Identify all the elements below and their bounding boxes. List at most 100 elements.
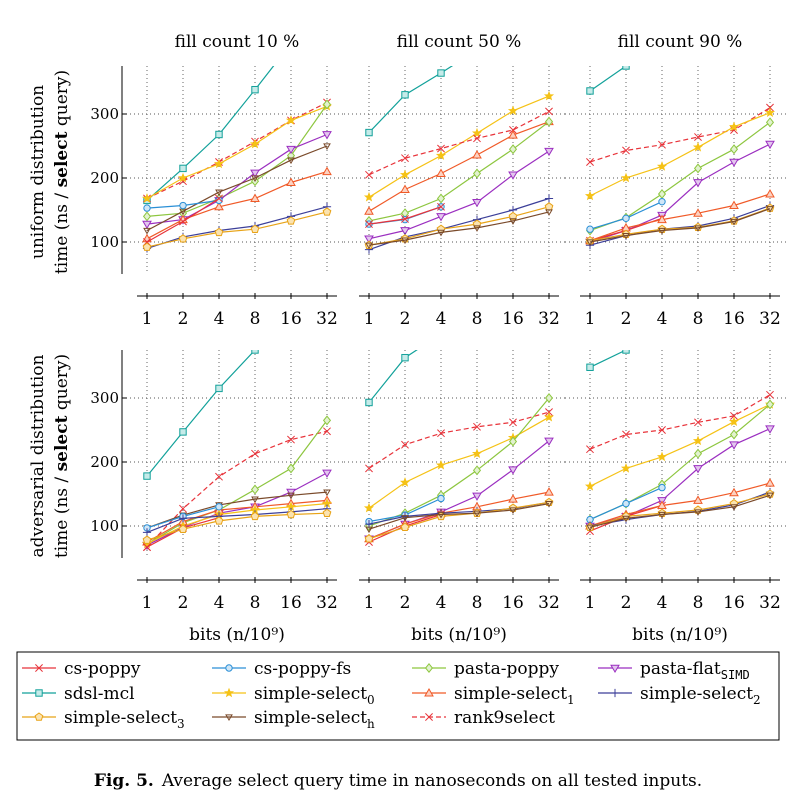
chart-panels: 100 200 300 1 2 4 8 16 32 1 2 4 8 16 32 1 2 4 8 16 32 100 200 3… [90, 66, 788, 613]
data-point [251, 449, 259, 458]
data-point [365, 128, 373, 137]
data-point [545, 107, 553, 116]
series-line-simple_select1 [368, 121, 550, 212]
series-line-simple_select1 [146, 171, 328, 240]
data-point [765, 140, 775, 150]
data-point [658, 511, 666, 519]
x-tick-label: 16 [280, 593, 302, 613]
legend-text: simple-select [254, 684, 367, 704]
series-line-simple_select0 [589, 403, 771, 487]
data-point [365, 398, 373, 407]
data-point [400, 227, 410, 236]
y-tick-label: 200 [90, 169, 119, 187]
legend-subscript: 2 [753, 693, 761, 707]
data-point [472, 199, 482, 208]
data-point [322, 415, 332, 426]
data-point [179, 217, 187, 226]
legend-item: rank9select [412, 708, 555, 728]
x-tick-label: 2 [178, 309, 189, 329]
data-point [586, 445, 594, 454]
x-tick-label: 1 [585, 593, 596, 613]
series-line-simple_select3 [368, 501, 550, 540]
data-point [586, 524, 594, 532]
data-point [250, 511, 260, 521]
data-point [437, 202, 445, 211]
caption-label: Fig. 5. [94, 771, 154, 791]
y-label-line1: uniform distribution [28, 85, 48, 259]
data-point [508, 171, 518, 180]
data-point [214, 227, 224, 237]
legend-item: cs-poppy-fs [212, 659, 351, 679]
data-point [694, 225, 702, 232]
x-tick-label: 2 [178, 593, 189, 613]
legend-item: cs-poppy [22, 659, 141, 679]
data-point [658, 227, 666, 235]
data-point [142, 242, 152, 251]
data-point [693, 448, 703, 459]
data-point [545, 501, 553, 508]
data-point [729, 429, 739, 440]
legend-subscript: 0 [367, 693, 375, 707]
data-point [658, 426, 666, 434]
x-tick-label: 8 [250, 593, 261, 613]
series-line-rank9select [589, 394, 771, 450]
series-line-sdsl_mcl [589, 66, 627, 92]
series-line-simple_selecth [368, 503, 550, 530]
data-point [508, 211, 518, 221]
data-point [365, 220, 373, 229]
data-point [728, 121, 740, 132]
data-point [179, 504, 187, 513]
data-point [693, 495, 703, 504]
data-point [215, 503, 223, 511]
series-group [363, 66, 555, 254]
legend-marker [34, 712, 44, 721]
data-point [400, 522, 410, 532]
legend-text: rank9select [454, 708, 555, 728]
data-point [586, 363, 594, 371]
data-point [586, 239, 594, 246]
x-tick-label: 1 [142, 309, 153, 329]
column-title: fill count 10 % [175, 32, 300, 52]
data-point [544, 147, 554, 157]
data-point [765, 188, 775, 198]
x-axis-labels: bits (n/10⁹) bits (n/10⁹) bits (n/10⁹) [189, 625, 728, 645]
data-point [286, 177, 296, 186]
y-tick-label: 100 [90, 233, 119, 251]
series-line-simple_select2 [146, 508, 328, 533]
data-point [287, 157, 295, 165]
legend-item: simple-selecth [212, 708, 375, 731]
data-point [622, 350, 630, 354]
x-axis-title: bits (n/10⁹) [632, 625, 728, 645]
data-point [730, 218, 738, 226]
legend-label: simple-select0 [254, 684, 375, 707]
legend-subscript: 1 [567, 693, 575, 707]
data-point [178, 234, 188, 243]
data-point [177, 172, 189, 183]
x-tick-label: 1 [585, 309, 596, 329]
data-point [544, 393, 554, 403]
x-tick-label: 4 [657, 593, 668, 613]
data-point [544, 202, 554, 211]
x-tick-label: 16 [723, 309, 745, 329]
data-point [251, 496, 259, 504]
data-point [179, 201, 187, 210]
series-line-pasta_flat [368, 440, 550, 540]
series-group [584, 66, 776, 250]
series-line-simple_selecth [146, 491, 328, 529]
data-point [143, 472, 151, 480]
data-point [401, 154, 409, 163]
data-point [399, 477, 411, 487]
data-point [437, 229, 445, 237]
data-point [656, 451, 668, 462]
data-point [544, 487, 554, 496]
legend-subscript: h [367, 717, 375, 731]
data-point [142, 535, 152, 544]
data-point [287, 435, 295, 444]
data-point [543, 90, 555, 101]
x-axis-title: bits (n/10⁹) [411, 625, 507, 645]
row-y-label: uniform distribution time (ns / select qu… [28, 70, 72, 274]
data-point [250, 484, 260, 495]
x-tick-label: 2 [400, 309, 411, 329]
series-line-rank9select [368, 411, 550, 469]
data-point [400, 184, 410, 194]
